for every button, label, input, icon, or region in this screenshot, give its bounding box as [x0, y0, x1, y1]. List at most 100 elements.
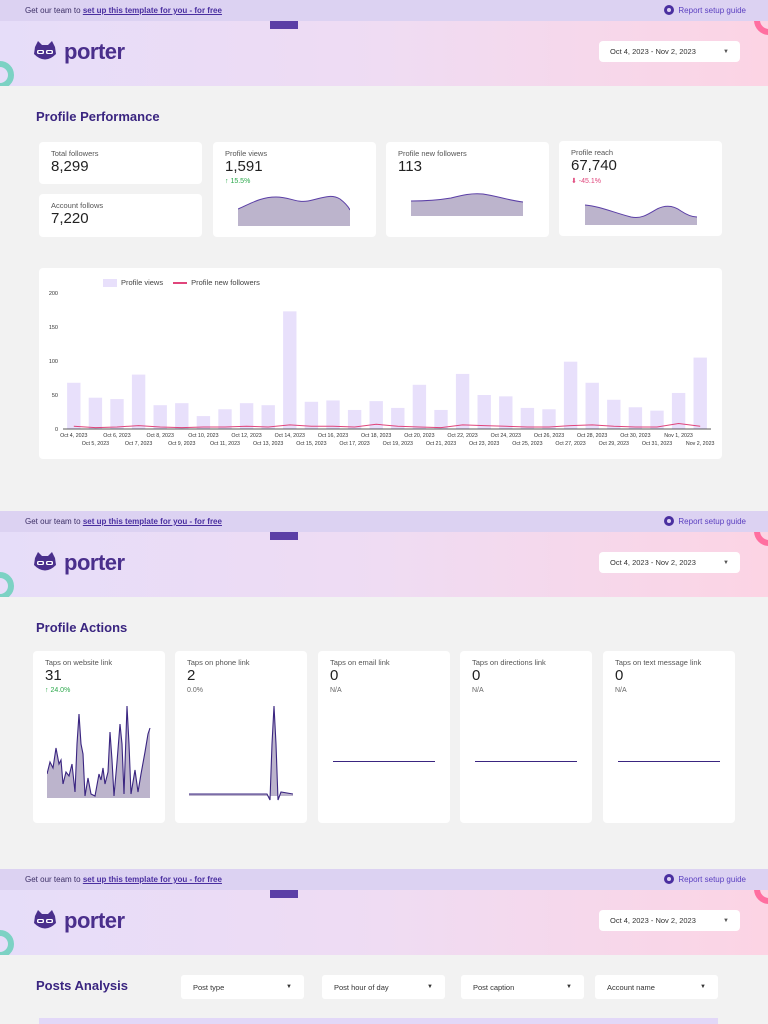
gear-icon	[664, 5, 675, 15]
decor-teal-ring	[0, 572, 14, 597]
card-delta: N/A	[472, 687, 484, 694]
report-header: porter Oct 4, 2023 - Nov 2, 2023 ▼	[0, 21, 768, 86]
bar-profile-views	[131, 374, 146, 429]
x-tick-label: Oct 12, 2023	[231, 433, 261, 439]
report-setup-guide-link[interactable]: Report setup guide	[664, 874, 746, 884]
section-title-profile-performance: Profile Performance	[36, 109, 160, 124]
bar-profile-views	[110, 399, 124, 429]
porter-logo: porter	[32, 550, 125, 576]
x-tick-label: Oct 20, 2023	[404, 433, 434, 439]
porter-logo: porter	[32, 908, 125, 934]
bar-profile-views	[153, 405, 167, 429]
gear-icon	[664, 874, 675, 884]
filter-post-type[interactable]: Post type ▼	[181, 975, 304, 999]
card-delta: 0.0%	[187, 687, 203, 694]
bar-profile-views	[542, 409, 556, 429]
card-delta: N/A	[615, 687, 627, 694]
y-tick-label: 150	[49, 325, 58, 331]
card-label: Taps on website link	[45, 658, 113, 667]
bar-profile-views	[326, 400, 340, 429]
card-value: 0	[472, 667, 481, 684]
dropdown-caret-icon: ▼	[427, 984, 433, 990]
x-tick-label: Oct 22, 2023	[447, 433, 477, 439]
card-delta: ↑ 15.5%	[225, 178, 251, 185]
combo-chart-svg: 0 50 100 150 200 Oct 4, 2023 Oct 5, 2023 Oct 6,…	[49, 291, 715, 447]
y-tick-label: 100	[49, 359, 58, 365]
date-range-value: Oct 4, 2023 - Nov 2, 2023	[610, 47, 696, 56]
card-label: Taps on phone link	[187, 658, 250, 667]
decor-pink-ring	[754, 532, 768, 546]
setup-template-link[interactable]: set up this template for you - for free	[82, 6, 222, 15]
x-tick-label: Oct 30, 2023	[620, 433, 650, 439]
x-tick-label: Oct 14, 2023	[275, 433, 305, 439]
report-setup-guide-link[interactable]: Report setup guide	[664, 5, 746, 15]
bar-profile-views	[628, 407, 643, 429]
y-tick-label: 0	[55, 427, 58, 433]
legend-label: Profile new followers	[191, 278, 260, 287]
date-range-value: Oct 4, 2023 - Nov 2, 2023	[610, 916, 696, 925]
bar-profile-views	[261, 405, 275, 429]
sparkline-flat	[618, 761, 720, 762]
bar-profile-views	[196, 416, 211, 429]
x-tick-label: Oct 6, 2023	[103, 433, 130, 439]
decor-pink-ring	[754, 21, 768, 35]
card-value: 0	[615, 667, 624, 684]
legend-item-profile-views[interactable]: Profile views	[103, 278, 163, 288]
legend-swatch-bar	[103, 279, 117, 288]
bar-profile-views	[607, 399, 621, 429]
report-setup-guide-label: Report setup guide	[678, 874, 746, 884]
filter-account-name[interactable]: Account name ▼	[595, 975, 718, 999]
filter-label: Post caption	[473, 982, 515, 992]
x-tick-label: Oct 16, 2023	[318, 433, 348, 439]
header-tab-marker	[270, 890, 298, 898]
x-tick-label: Oct 17, 2023	[339, 441, 369, 447]
setup-template-link[interactable]: set up this template for you - for free	[82, 875, 222, 884]
brand-name: porter	[64, 550, 125, 575]
card-taps-directions: Taps on directions link 0 N/A	[460, 651, 592, 823]
bar-profile-views	[693, 357, 707, 429]
card-taps-text-message: Taps on text message link 0 N/A	[603, 651, 735, 823]
card-profile-views: Profile views 1,591 ↑ 15.5%	[213, 142, 376, 237]
bar-profile-views	[650, 410, 664, 429]
decor-teal-ring	[0, 61, 14, 86]
filter-post-caption[interactable]: Post caption ▼	[461, 975, 584, 999]
promo-bar: Get our team to set up this template for…	[0, 869, 768, 890]
card-label: Total followers	[51, 149, 99, 158]
x-tick-label: Oct 15, 2023	[296, 441, 326, 447]
setup-template-link[interactable]: set up this template for you - for free	[82, 517, 222, 526]
x-tick-label: Oct 13, 2023	[253, 441, 283, 447]
report-setup-guide-link[interactable]: Report setup guide	[664, 516, 746, 526]
header-tab-marker	[270, 21, 298, 29]
bar-profile-views	[520, 407, 535, 429]
card-label: Taps on directions link	[472, 658, 546, 667]
date-range-selector[interactable]: Oct 4, 2023 - Nov 2, 2023 ▼	[599, 910, 740, 931]
card-label: Profile reach	[571, 148, 614, 157]
card-value: 31	[45, 667, 62, 684]
card-taps-phone: Taps on phone link 2 0.0%	[175, 651, 307, 823]
report-setup-guide-label: Report setup guide	[678, 5, 746, 15]
sparkline-taps-website	[47, 705, 151, 798]
x-tick-label: Oct 24, 2023	[491, 433, 521, 439]
x-tick-label: Oct 9, 2023	[168, 441, 195, 447]
x-tick-label: Nov 1, 2023	[664, 433, 693, 439]
promo-text: Get our team to	[25, 6, 81, 15]
y-tick-label: 200	[49, 291, 58, 297]
date-range-selector[interactable]: Oct 4, 2023 - Nov 2, 2023 ▼	[599, 41, 740, 62]
bar-profile-views	[563, 361, 578, 429]
bar-profile-views	[67, 382, 81, 429]
brand-name: porter	[64, 908, 125, 933]
report-header: porter Oct 4, 2023 - Nov 2, 2023 ▼	[0, 532, 768, 597]
sparkline-profile-views	[238, 195, 350, 226]
filter-label: Post hour of day	[334, 982, 389, 992]
x-tick-label: Oct 23, 2023	[469, 441, 499, 447]
dropdown-caret-icon: ▼	[286, 984, 292, 990]
date-range-selector[interactable]: Oct 4, 2023 - Nov 2, 2023 ▼	[599, 552, 740, 573]
bar-profile-views	[283, 311, 297, 429]
legend-item-profile-new-followers[interactable]: Profile new followers	[173, 278, 260, 287]
filter-post-hour[interactable]: Post hour of day ▼	[322, 975, 445, 999]
x-tick-label: Oct 7, 2023	[125, 441, 152, 447]
bar-profile-views	[434, 409, 448, 429]
card-label: Account follows	[51, 201, 104, 210]
card-value: 67,740	[571, 157, 617, 174]
x-tick-label: Nov 2, 2023	[686, 441, 715, 447]
